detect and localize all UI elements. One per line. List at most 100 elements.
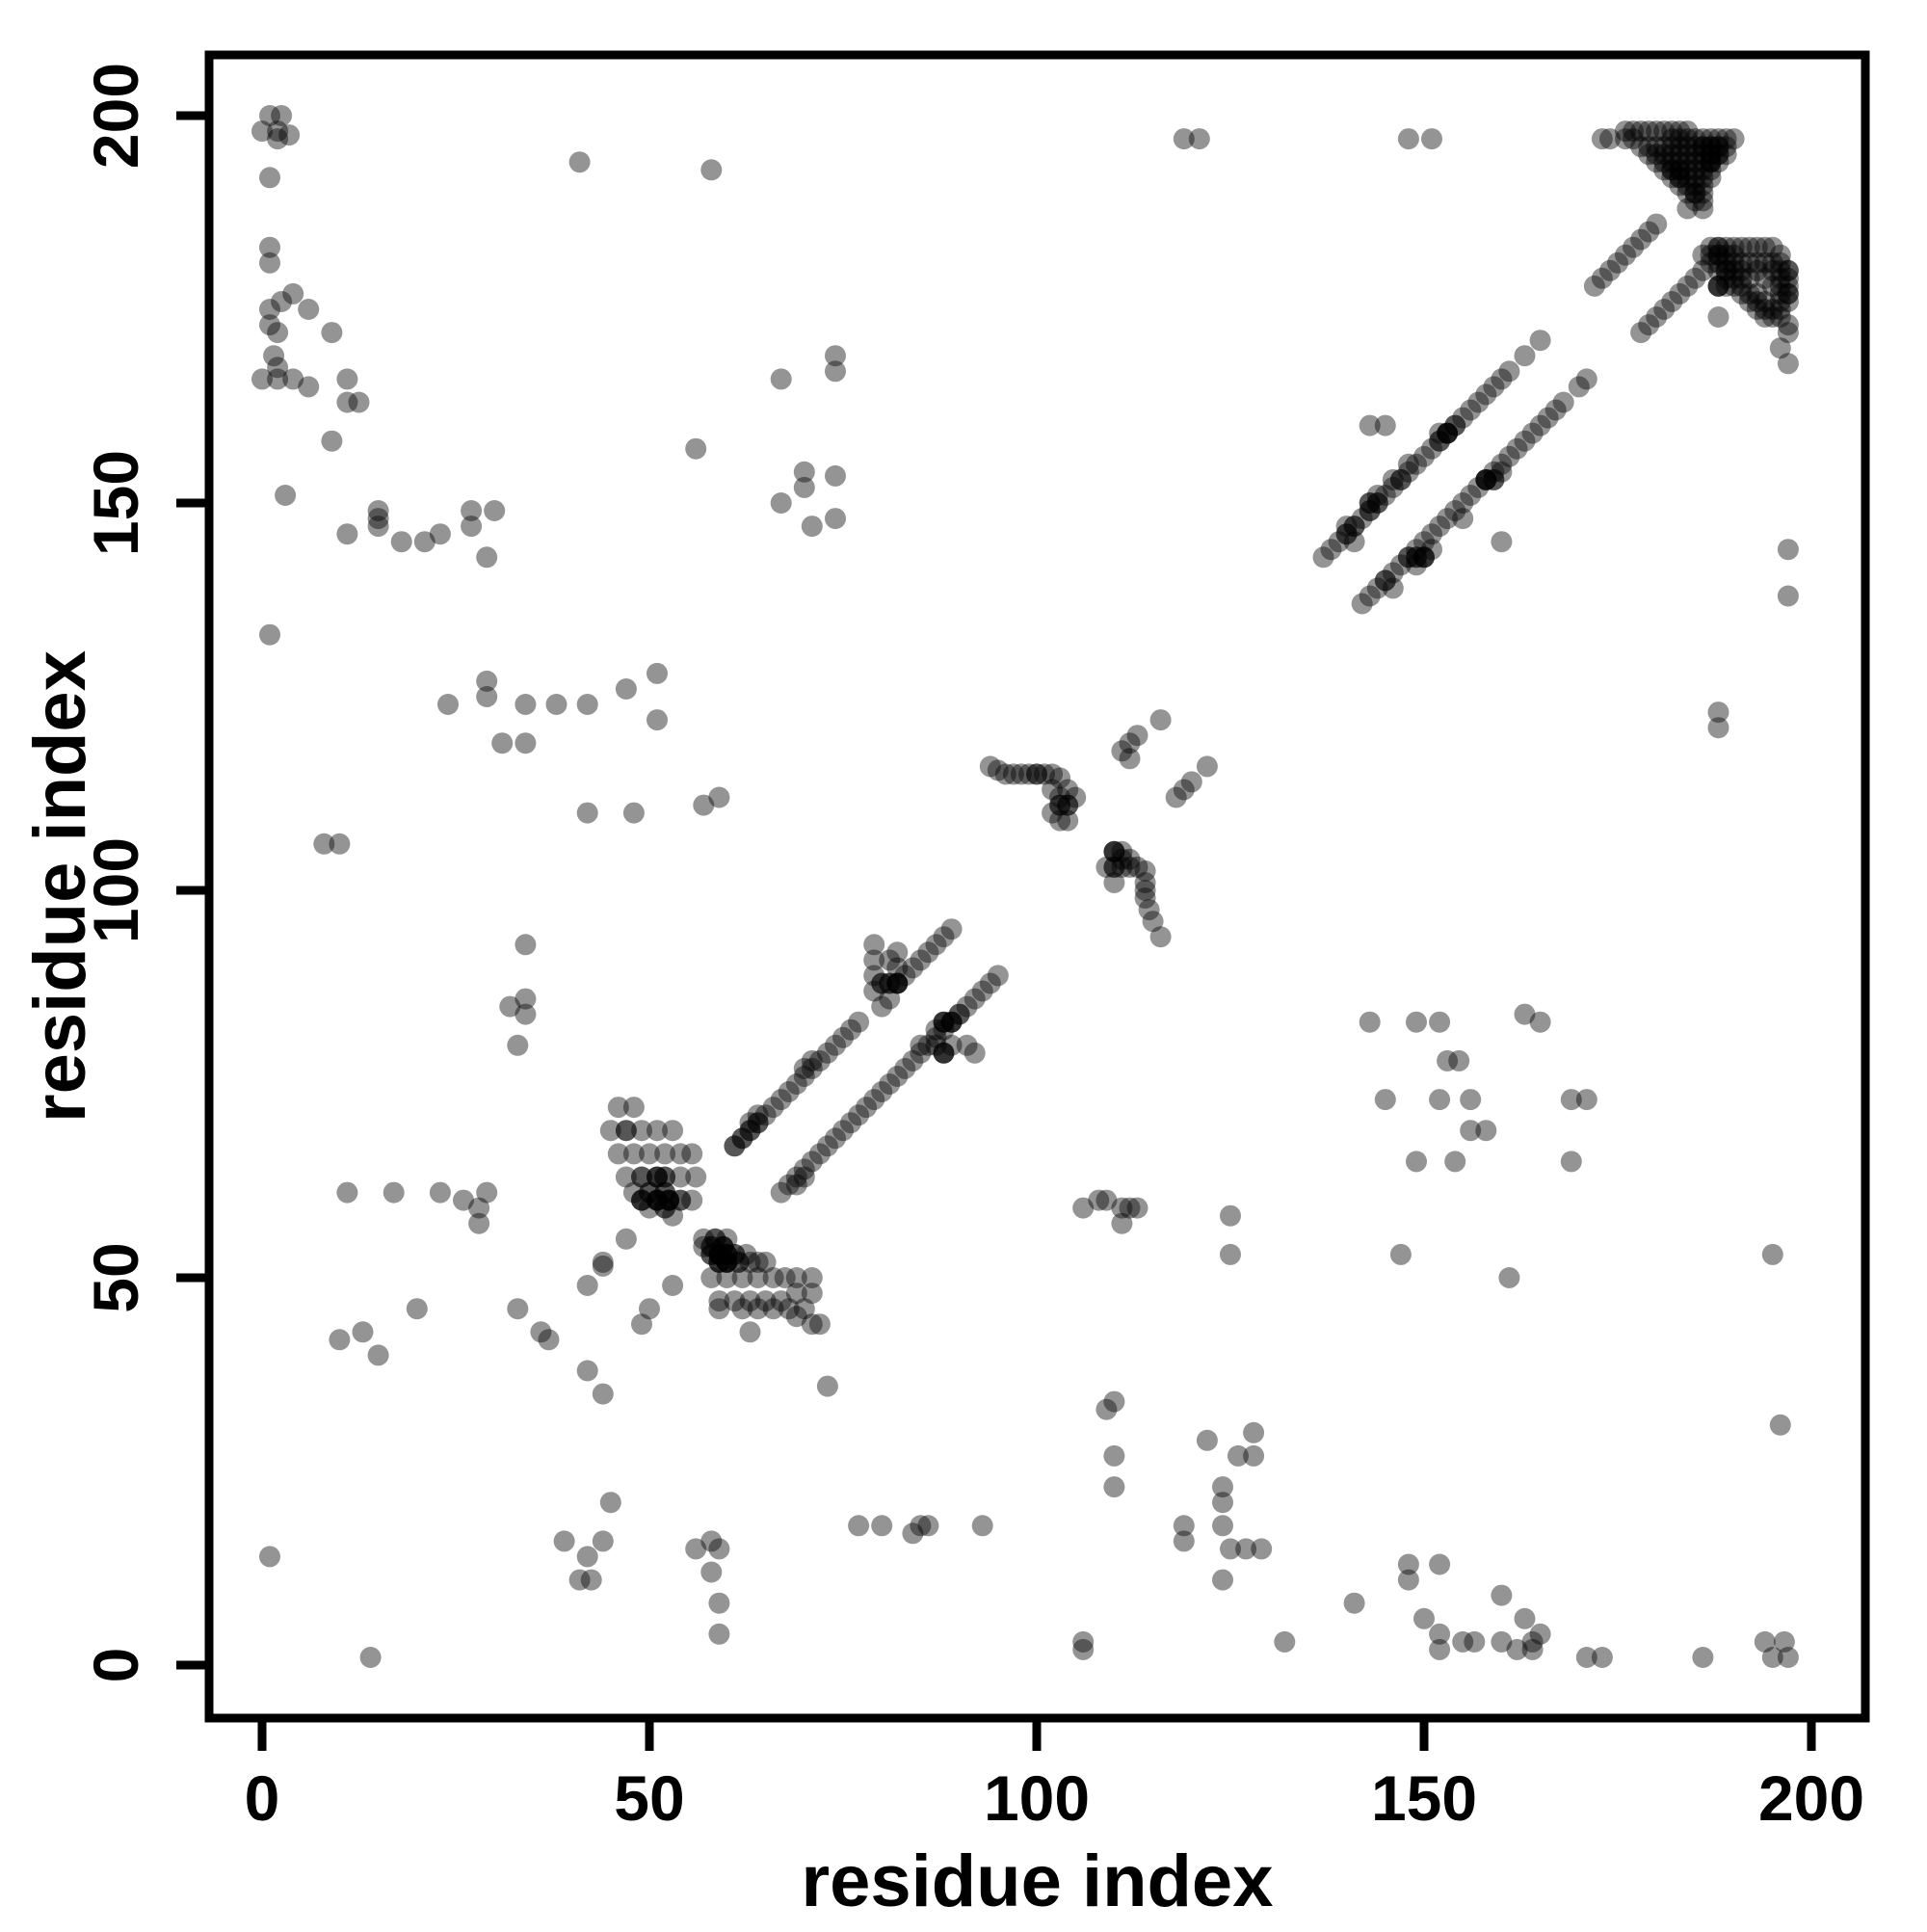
data-point xyxy=(267,322,289,344)
data-point xyxy=(1444,414,1466,437)
data-point xyxy=(476,686,498,707)
data-point xyxy=(1251,1538,1273,1560)
data-point xyxy=(1498,1267,1520,1288)
data-point xyxy=(1119,856,1141,878)
data-point xyxy=(1638,144,1660,166)
data-point xyxy=(785,1166,807,1188)
data-point xyxy=(1730,267,1753,289)
data-point xyxy=(747,1104,769,1126)
data-point xyxy=(1429,1638,1451,1660)
data-point xyxy=(778,1081,800,1102)
data-point xyxy=(1359,414,1381,437)
data-point xyxy=(801,1313,823,1336)
data-point xyxy=(1103,872,1125,893)
data-point xyxy=(1707,306,1729,328)
data-point xyxy=(662,1204,684,1227)
data-point xyxy=(491,732,514,754)
data-point xyxy=(251,368,273,390)
data-point xyxy=(1429,422,1451,444)
data-point xyxy=(592,1383,614,1405)
x-tick-label: 50 xyxy=(614,1762,684,1834)
x-tick-label: 150 xyxy=(1371,1762,1477,1834)
data-point xyxy=(1095,1189,1118,1211)
data-point xyxy=(1777,259,1799,281)
data-point xyxy=(507,1034,529,1056)
data-point xyxy=(1707,275,1729,297)
data-point xyxy=(1738,291,1760,312)
data-point xyxy=(762,1267,784,1288)
data-point xyxy=(1491,453,1513,475)
data-point xyxy=(553,1530,575,1552)
data-point xyxy=(599,1492,621,1514)
data-point xyxy=(1448,1049,1470,1072)
data-point xyxy=(1560,1151,1582,1173)
data-point xyxy=(639,1298,660,1320)
data-point xyxy=(770,492,792,514)
data-point xyxy=(1769,1414,1791,1436)
data-point xyxy=(1374,1089,1396,1111)
data-point xyxy=(259,236,280,258)
data-point xyxy=(693,794,715,816)
data-point xyxy=(1700,151,1722,173)
data-point xyxy=(910,949,932,971)
data-point xyxy=(1777,322,1799,344)
data-point xyxy=(1421,539,1442,561)
data-point xyxy=(979,972,1001,994)
data-point xyxy=(278,124,301,146)
data-point xyxy=(724,1290,746,1312)
data-point xyxy=(507,1298,529,1320)
data-point xyxy=(1738,251,1760,274)
data-point xyxy=(685,437,707,460)
data-point xyxy=(871,1081,893,1102)
data-point xyxy=(801,1151,823,1173)
data-point xyxy=(793,1066,815,1087)
data-point xyxy=(801,516,823,538)
data-point xyxy=(1134,860,1156,882)
data-point xyxy=(1088,1189,1110,1211)
data-point xyxy=(1429,1623,1451,1645)
data-point xyxy=(879,949,901,971)
x-tick-label: 0 xyxy=(245,1762,280,1834)
data-point xyxy=(1366,485,1388,506)
data-point xyxy=(987,965,1009,987)
data-point xyxy=(1406,539,1427,561)
data-point xyxy=(1669,120,1691,143)
data-point xyxy=(1754,251,1776,274)
data-point xyxy=(1623,128,1645,150)
data-point xyxy=(622,1143,645,1165)
data-point xyxy=(808,1049,831,1072)
data-point xyxy=(259,299,280,320)
data-point xyxy=(863,934,885,956)
data-point xyxy=(979,755,1001,778)
data-point xyxy=(1413,546,1435,569)
data-point xyxy=(298,376,320,398)
data-point xyxy=(271,105,293,126)
data-point xyxy=(631,1120,652,1142)
data-point xyxy=(1754,291,1776,312)
data-point xyxy=(910,1034,932,1056)
data-point xyxy=(515,934,537,956)
data-point xyxy=(592,1251,614,1273)
data-point xyxy=(1777,282,1799,304)
data-point xyxy=(576,802,598,824)
data-point xyxy=(1134,880,1156,901)
data-point xyxy=(1103,1476,1125,1498)
data-point xyxy=(1769,337,1791,359)
data-point xyxy=(856,1097,878,1119)
data-point xyxy=(1320,539,1342,561)
data-point xyxy=(1002,763,1024,785)
data-point xyxy=(1057,794,1079,816)
data-point xyxy=(1452,508,1474,530)
data-point xyxy=(1103,840,1125,862)
data-point xyxy=(599,1120,621,1142)
data-point xyxy=(708,1538,730,1560)
data-point xyxy=(1715,275,1737,297)
data-point xyxy=(1591,267,1613,289)
data-point xyxy=(681,1189,703,1211)
data-point xyxy=(785,1073,807,1095)
data-point xyxy=(413,531,436,553)
data-point xyxy=(871,995,893,1018)
data-point xyxy=(1312,546,1334,569)
data-point xyxy=(731,1267,753,1288)
